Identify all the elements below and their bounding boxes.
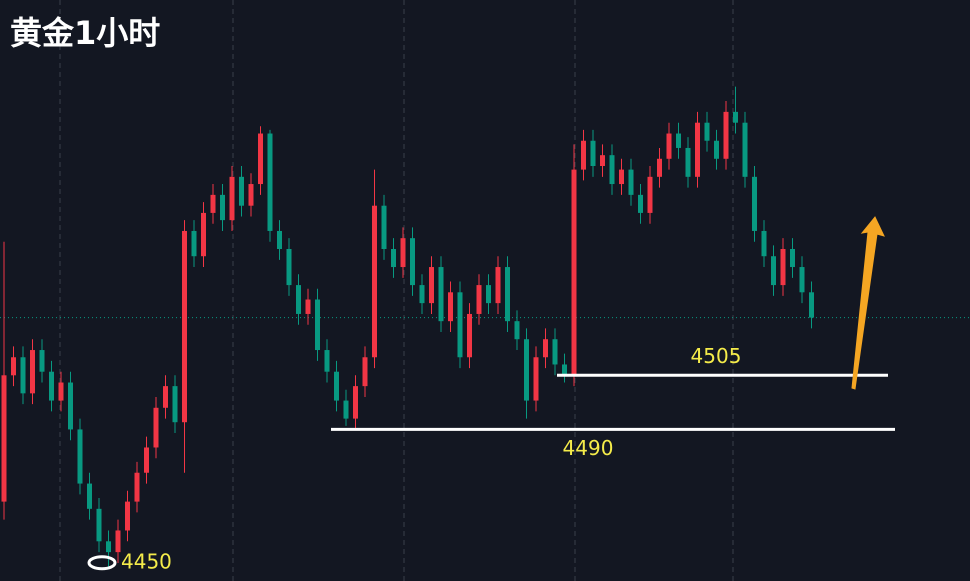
candle-body <box>809 292 814 318</box>
candle-body <box>58 382 64 401</box>
candle-body <box>30 350 35 394</box>
candle-body <box>524 339 529 401</box>
candle-body <box>163 386 168 408</box>
candle-body <box>324 350 330 372</box>
candle-body <box>201 212 206 257</box>
candle-body <box>68 382 73 430</box>
candle-body <box>267 133 273 231</box>
candle-body <box>153 407 159 448</box>
candle-body <box>657 158 662 177</box>
candle-body <box>296 285 301 314</box>
candle-body <box>191 230 197 257</box>
candle-body <box>467 313 472 358</box>
candle-body <box>666 133 672 159</box>
candle-body <box>239 176 244 206</box>
candle-body <box>419 285 425 304</box>
vertical-grid <box>59 0 734 581</box>
candle-body <box>581 140 586 170</box>
candle-body <box>334 371 339 401</box>
candle-body <box>799 267 805 293</box>
candle-body <box>106 541 111 553</box>
candle-body <box>343 400 349 419</box>
candle-body <box>258 133 263 185</box>
candle-body <box>134 472 140 502</box>
candle-body <box>1 375 7 502</box>
candle-body <box>400 238 406 268</box>
candle-body <box>685 147 691 177</box>
candle-body <box>305 299 311 314</box>
candle-body <box>742 122 748 177</box>
candle-body <box>96 508 102 542</box>
candle-body <box>562 364 567 376</box>
candle-body <box>600 155 605 166</box>
candle-body <box>248 184 254 206</box>
candle-body <box>695 122 700 177</box>
candle-body <box>429 267 434 304</box>
candle-body <box>172 386 178 423</box>
candle-body <box>780 249 786 286</box>
candle-body <box>115 530 121 553</box>
candle-body <box>362 357 368 387</box>
candle-body <box>790 249 795 268</box>
candle-body <box>476 285 482 314</box>
candle-body <box>11 357 16 376</box>
candle-body <box>733 111 738 123</box>
candle-body <box>495 267 501 304</box>
candle-body <box>220 194 225 221</box>
candle-body <box>590 140 596 166</box>
candle-body <box>647 176 653 213</box>
candle-body <box>144 447 149 473</box>
candle-body <box>533 357 539 401</box>
level-label: 4490 <box>563 436 614 460</box>
candle-body <box>448 292 453 322</box>
candle-body <box>210 194 216 213</box>
candle-body <box>676 133 681 148</box>
candle-body <box>182 230 187 423</box>
candle-body <box>505 267 510 322</box>
candle-body <box>714 140 719 159</box>
candle-body <box>619 169 624 185</box>
candle-body <box>752 176 757 231</box>
candle-body <box>20 357 26 394</box>
forecast-arrow <box>851 216 885 390</box>
candle-body <box>410 238 415 286</box>
candle-body <box>486 285 491 304</box>
candle-body <box>704 122 710 141</box>
candle-body <box>628 169 634 195</box>
candle-body <box>638 194 643 213</box>
low-marker <box>87 555 117 571</box>
candle-body <box>552 339 558 365</box>
candle-body <box>315 299 320 351</box>
candle-body <box>771 256 776 286</box>
candle-body <box>229 176 235 221</box>
candle-body <box>381 205 387 249</box>
candle-body <box>49 371 54 401</box>
candle-body <box>125 501 130 531</box>
candle-body <box>77 429 83 484</box>
candle-body <box>391 249 396 268</box>
candle-body <box>277 230 282 249</box>
level-label: 4505 <box>691 344 742 368</box>
level-label: 4450 <box>121 549 172 573</box>
candle-body <box>286 249 292 286</box>
candle-body <box>609 155 615 185</box>
candle-body <box>514 321 520 340</box>
candle-body <box>39 350 45 372</box>
candle-body <box>438 267 444 322</box>
candle-body <box>761 230 767 257</box>
candle-body <box>87 483 92 509</box>
candle-body <box>372 205 377 358</box>
candle-body <box>723 111 729 159</box>
candle-body <box>543 339 548 358</box>
chart-title: 黄金1小时 <box>10 14 160 52</box>
candle-body <box>571 169 577 376</box>
candle-body <box>353 386 358 419</box>
candle-body <box>457 292 463 358</box>
